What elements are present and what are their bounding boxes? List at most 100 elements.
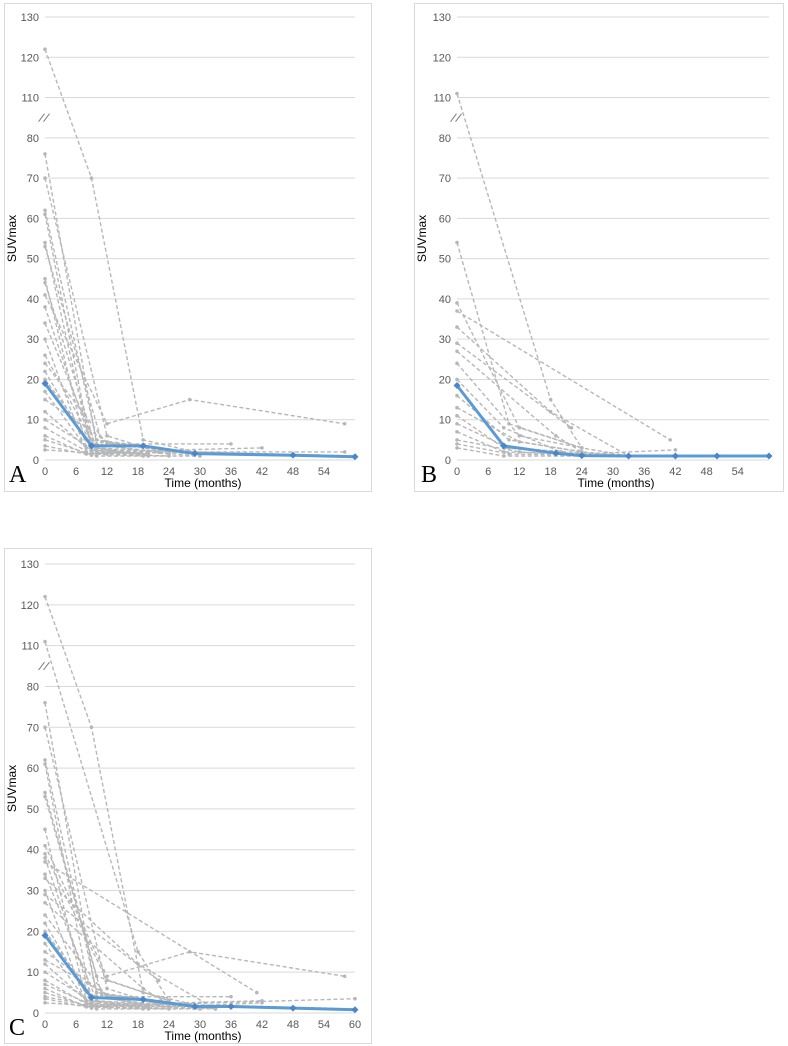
mean-data-point xyxy=(578,452,586,460)
patient-data-point xyxy=(517,440,522,444)
y-tick-label: 30 xyxy=(439,334,451,346)
patient-data-point xyxy=(455,91,459,96)
y-tick-label: 130 xyxy=(433,12,451,24)
patient-series-line xyxy=(456,431,676,455)
mean-data-point xyxy=(289,1004,297,1012)
y-tick-label: 40 xyxy=(27,845,39,857)
patient-data-point xyxy=(455,349,459,354)
patient-data-point xyxy=(43,700,47,705)
patient-data-point xyxy=(229,442,233,446)
patient-data-point xyxy=(507,438,511,442)
patient-data-point xyxy=(43,794,47,799)
patient-series-line xyxy=(456,93,583,449)
x-tick-label: 42 xyxy=(256,1019,268,1031)
patient-data-point xyxy=(43,872,47,877)
patient-data-point xyxy=(342,450,347,454)
patient-data-point xyxy=(105,986,109,991)
patient-data-point xyxy=(94,998,99,1003)
patient-data-point xyxy=(43,929,47,934)
x-tick-label: 48 xyxy=(287,1019,299,1031)
patient-data-point xyxy=(43,913,47,917)
patient-data-point xyxy=(507,452,511,456)
x-tick-label: 18 xyxy=(132,1019,144,1031)
patient-data-point xyxy=(43,369,47,374)
panel-label: A xyxy=(9,462,27,488)
patient-data-point xyxy=(141,438,145,442)
patient-series-line xyxy=(44,282,98,451)
x-tick-label: 30 xyxy=(607,466,619,478)
patient-data-point xyxy=(502,425,506,430)
patient-series-line xyxy=(44,246,170,453)
patient-data-point xyxy=(100,440,104,444)
patient-data-point xyxy=(43,982,47,987)
patient-series-line xyxy=(44,845,345,978)
patient-data-point xyxy=(105,440,109,444)
patient-series-line xyxy=(44,759,190,1006)
patient-data-point xyxy=(43,827,47,832)
y-tick-label: 50 xyxy=(27,804,39,816)
x-tick-label: 18 xyxy=(132,466,144,478)
patient-series-line xyxy=(456,423,629,457)
patient-data-point xyxy=(548,397,553,402)
patient-series-line xyxy=(44,861,258,994)
x-tick-label: 12 xyxy=(513,466,525,478)
x-tick-label: 6 xyxy=(73,1019,79,1031)
patient-series-line xyxy=(44,294,345,425)
y-tick-label: 110 xyxy=(21,93,39,105)
x-tick-label: 30 xyxy=(194,1019,206,1031)
y-axis-title: SUVmax xyxy=(5,215,19,262)
y-tick-label: 60 xyxy=(27,213,39,225)
patient-data-point xyxy=(668,438,672,442)
x-tick-label: 42 xyxy=(256,466,268,478)
patient-series-line xyxy=(44,796,170,1006)
patient-data-point xyxy=(105,452,109,456)
patient-data-point xyxy=(342,974,347,979)
patient-series-line xyxy=(44,998,92,1009)
y-tick-label: 40 xyxy=(27,294,39,306)
patient-data-point xyxy=(146,450,151,454)
patient-data-point xyxy=(43,758,47,762)
y-tick-label: 110 xyxy=(21,641,39,653)
y-tick-label: 0 xyxy=(33,1008,39,1020)
x-tick-label: 24 xyxy=(163,466,175,478)
patient-data-point xyxy=(43,293,47,297)
patient-series-line xyxy=(44,596,356,1010)
mean-data-point xyxy=(351,453,359,461)
patient-data-point xyxy=(43,843,47,848)
patient-data-point xyxy=(187,397,192,402)
mean-series-line xyxy=(455,384,769,458)
patient-series-line xyxy=(44,987,356,1008)
patient-series-line xyxy=(456,362,629,457)
patient-data-point xyxy=(342,421,347,426)
patient-data-point xyxy=(43,389,47,394)
y-axis-title: SUVmax xyxy=(415,215,429,262)
patient-data-point xyxy=(43,240,47,245)
patient-data-point xyxy=(43,305,47,309)
mean-data-point xyxy=(625,452,633,460)
mean-data-point xyxy=(289,451,297,459)
patient-data-point xyxy=(455,421,459,426)
patient-data-point xyxy=(43,941,47,946)
patient-data-point xyxy=(455,393,459,398)
patient-data-point xyxy=(43,417,47,422)
y-tick-label: 120 xyxy=(21,52,39,64)
mean-data-point xyxy=(713,452,721,460)
patient-data-point xyxy=(455,240,459,245)
patient-series-line xyxy=(44,278,149,455)
patient-series-line xyxy=(44,435,345,455)
y-tick-label: 60 xyxy=(439,213,451,225)
axis-break-mark xyxy=(455,113,462,122)
x-tick-label: 60 xyxy=(349,1019,361,1031)
mean-data-point xyxy=(139,442,147,450)
patient-data-point xyxy=(229,994,233,999)
x-tick-label: 36 xyxy=(225,1019,237,1031)
axis-break-mark xyxy=(38,661,45,671)
patient-data-point xyxy=(255,990,259,995)
patient-data-point xyxy=(141,986,145,991)
patient-data-point xyxy=(43,321,47,325)
panel-label: B xyxy=(421,462,438,488)
mean-data-point xyxy=(552,449,560,457)
x-tick-label: 12 xyxy=(101,466,113,478)
patient-series-line xyxy=(44,914,231,998)
patient-data-point xyxy=(43,337,47,341)
